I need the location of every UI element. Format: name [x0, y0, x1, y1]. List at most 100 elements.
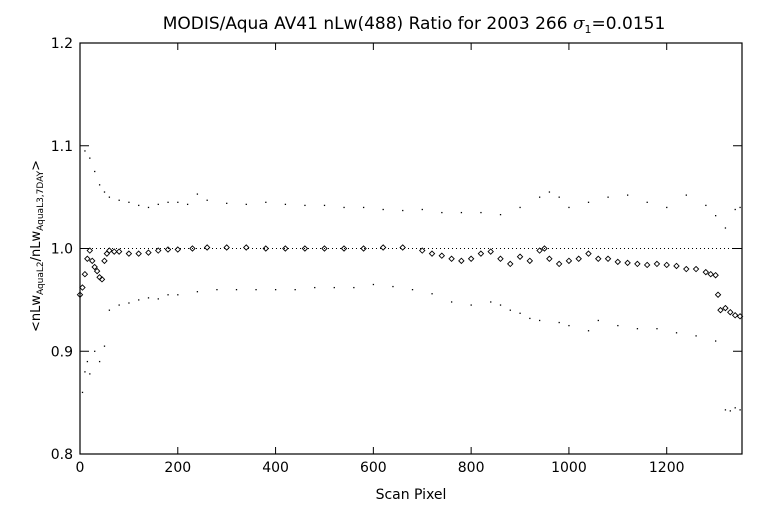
data-point: [548, 191, 551, 193]
data-point: [575, 255, 582, 263]
data-point: [98, 276, 106, 283]
data-point: [541, 245, 548, 252]
data-point: [538, 319, 541, 322]
data-point: [736, 313, 744, 320]
data-point: [595, 255, 602, 263]
chart-title: MODIS/Aqua AV41 nLw(488) Ratio for 2003 …: [163, 14, 666, 36]
data-point: [646, 201, 648, 203]
data-point: [739, 206, 741, 209]
sigma-value: =0.0151: [592, 14, 666, 34]
data-point: [89, 157, 91, 159]
data-point: [683, 265, 690, 273]
data-point: [157, 298, 159, 300]
data-point: [402, 209, 404, 212]
data-point: [84, 150, 86, 152]
data-point: [167, 294, 169, 296]
data-point: [724, 227, 727, 229]
data-point: [597, 319, 599, 322]
data-point: [516, 253, 524, 260]
data-point: [467, 255, 475, 263]
data-point: [428, 250, 436, 257]
data-point: [282, 245, 289, 252]
data-point: [392, 285, 394, 288]
data-point: [558, 321, 560, 324]
data-point: [382, 208, 384, 211]
data-point: [419, 247, 426, 254]
data-point: [274, 289, 277, 291]
data-point: [685, 194, 687, 196]
data-point: [108, 196, 111, 198]
data-point: [81, 391, 84, 394]
x-tick-label: 1000: [551, 460, 587, 476]
data-point: [321, 245, 328, 252]
data-point: [450, 301, 453, 303]
data-point: [174, 246, 182, 253]
data-point: [519, 312, 521, 314]
data-point: [519, 206, 521, 209]
data-point: [714, 340, 717, 342]
data-point: [196, 291, 199, 293]
y-tick-label: 0.9: [51, 344, 73, 360]
data-point: [497, 255, 504, 263]
data-point: [89, 373, 91, 375]
data-point: [568, 206, 570, 209]
y-axis: 0.8 0.9 1.0 1.1 1.2: [51, 36, 742, 463]
data-point: [617, 324, 619, 327]
data-point: [226, 202, 228, 204]
data-point: [477, 250, 485, 257]
data-point: [98, 360, 101, 363]
x-tick-label: 600: [360, 460, 387, 476]
data-point: [499, 304, 502, 306]
data-point: [626, 194, 629, 196]
data-point: [88, 257, 96, 265]
data-point: [314, 286, 316, 289]
data-point: [323, 204, 326, 207]
data-point: [81, 270, 89, 278]
data-point: [84, 371, 86, 373]
data-point: [103, 191, 106, 193]
data-point: [157, 203, 159, 206]
data-point: [666, 206, 668, 209]
data-point: [301, 245, 309, 252]
data-point: [624, 259, 631, 267]
data-point: [189, 245, 196, 252]
data-point: [724, 409, 727, 411]
data-point: [399, 244, 406, 251]
data-point: [340, 245, 348, 252]
data-point: [529, 317, 531, 320]
data-point: [115, 248, 123, 255]
data-point: [125, 250, 133, 257]
data-point: [118, 199, 120, 201]
data-point: [717, 306, 724, 314]
data-point: [507, 260, 514, 268]
data-point: [91, 263, 98, 271]
data-point: [138, 204, 140, 207]
data-point: [110, 248, 118, 255]
data-point: [79, 284, 86, 291]
data-point: [235, 289, 238, 291]
x-tick-label: 1200: [649, 460, 685, 476]
x-tick-label: 0: [76, 460, 85, 476]
data-point: [86, 360, 89, 363]
data-point: [727, 308, 734, 316]
data-point: [294, 289, 296, 291]
data-point: [196, 193, 199, 195]
data-point: [480, 211, 482, 214]
data-point: [164, 246, 172, 253]
data-point: [103, 345, 106, 347]
data-point: [203, 244, 211, 251]
data-point: [487, 248, 494, 255]
data-point: [304, 204, 306, 207]
data-point: [379, 244, 387, 251]
y-axis-label: <nLwAquaL2/nLwAquaL3,7DAY>: [29, 160, 46, 332]
data-point: [353, 286, 355, 289]
data-point: [587, 201, 590, 203]
data-point: [643, 261, 651, 269]
data-point: [587, 330, 590, 332]
data-point: [526, 257, 534, 265]
data-point: [604, 255, 612, 263]
data-point: [223, 244, 230, 251]
data-point: [360, 245, 367, 252]
data-point: [147, 297, 150, 299]
x-tick-label: 400: [262, 460, 289, 476]
